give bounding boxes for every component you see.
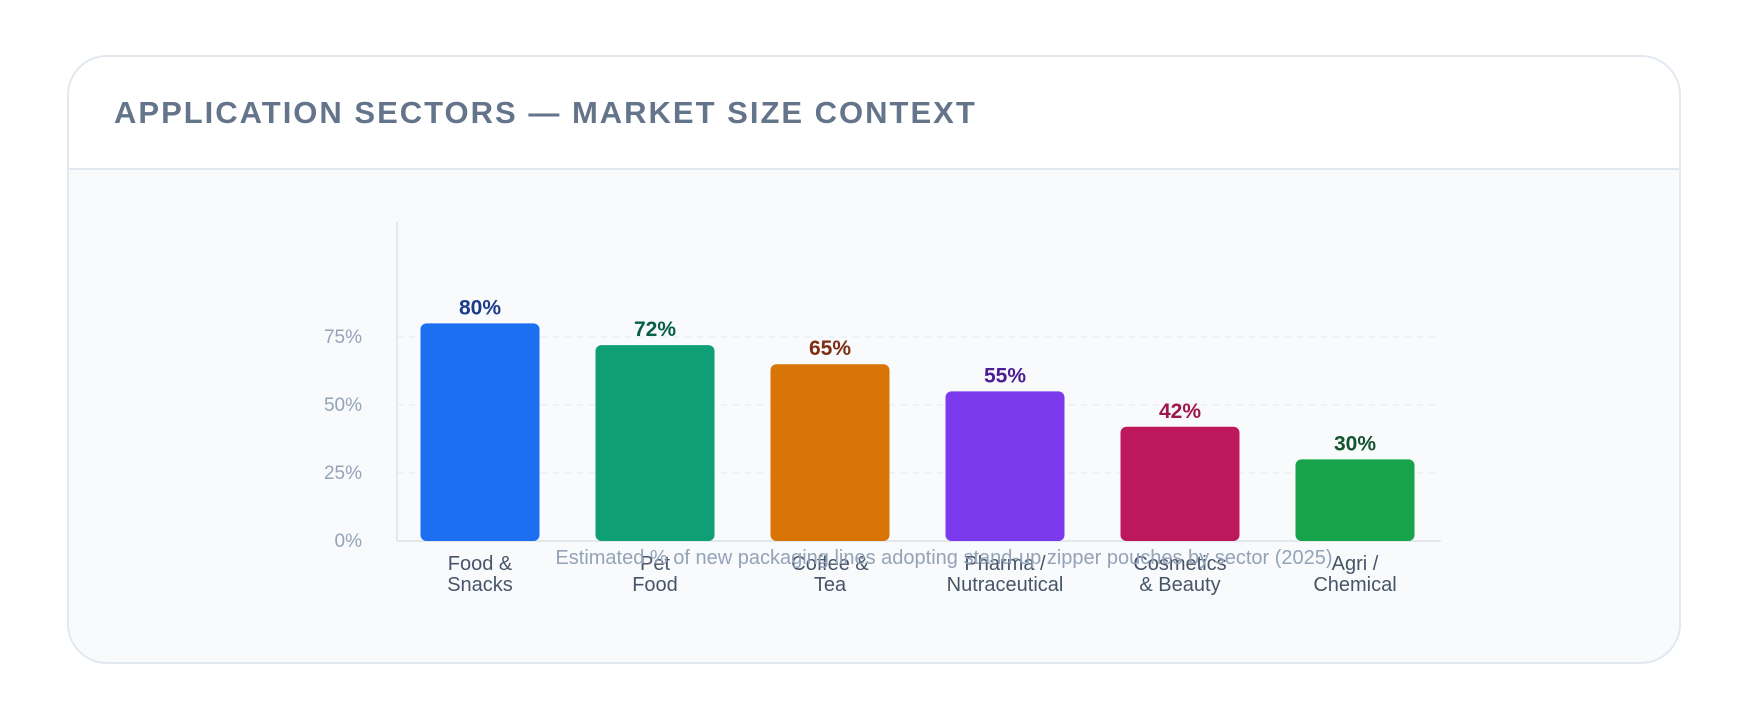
bar-value-label: 42% — [1159, 400, 1201, 423]
bars — [420, 323, 1415, 541]
bar — [1120, 426, 1240, 541]
bar-value-label: 72% — [634, 318, 676, 341]
axes: 0% 25% 50% 75% — [324, 222, 1441, 552]
card-title: APPLICATION SECTORS — MARKET SIZE CONTEX… — [114, 95, 977, 130]
category-label: Pharma / Nutraceutical — [947, 553, 1064, 596]
category-label: Food & Snacks — [447, 553, 513, 596]
category-label-line: Pet — [640, 553, 670, 575]
y-tick-label: 0% — [335, 531, 363, 552]
category-label-line: Nutraceutical — [947, 574, 1064, 596]
y-tick-label: 75% — [324, 327, 362, 348]
category-label: Agri / Chemical — [1313, 553, 1396, 596]
card-header: APPLICATION SECTORS — MARKET SIZE CONTEX… — [69, 57, 1679, 170]
category-label-line: & Beauty — [1139, 574, 1220, 596]
y-tick-label: 50% — [324, 395, 362, 416]
category-label: Pet Food — [632, 553, 678, 596]
bar — [1295, 459, 1415, 541]
bar — [945, 391, 1065, 541]
labels: 80% Food & Snacks 72% Pet Food 65% Coffee & Tea 5… — [447, 296, 1396, 596]
category-label-line: Coffee & — [791, 553, 869, 575]
category-label-line: Cosmetics — [1133, 553, 1226, 575]
bar-chart: 0% 25% 50% 75% 80% Food & Snacks 72% Pet Food 65%… — [324, 222, 1441, 596]
bar — [770, 364, 890, 541]
bar-value-label: 65% — [809, 337, 851, 360]
chart-card: APPLICATION SECTORS — MARKET SIZE CONTEX… — [67, 55, 1681, 664]
category-label-line: Chemical — [1313, 574, 1396, 596]
category-label-line: Pharma / — [964, 553, 1046, 575]
category-label-line: Food & — [448, 553, 513, 575]
category-label-line: Agri / — [1332, 553, 1379, 575]
bar-value-label: 80% — [459, 296, 501, 319]
bar-value-label: 30% — [1334, 432, 1376, 455]
bar — [420, 323, 540, 541]
bar-value-label: 55% — [984, 364, 1026, 387]
y-tick-label: 25% — [324, 463, 362, 484]
category-label-line: Food — [632, 574, 678, 596]
gridlines — [397, 336, 1441, 474]
category-label-line: Snacks — [447, 574, 513, 596]
category-label-line: Tea — [814, 574, 847, 596]
chart-caption: Estimated % of new packaging lines adopt… — [555, 547, 1332, 569]
category-label: Coffee & Tea — [791, 553, 869, 596]
category-label: Cosmetics & Beauty — [1133, 553, 1226, 596]
bar — [595, 345, 715, 541]
